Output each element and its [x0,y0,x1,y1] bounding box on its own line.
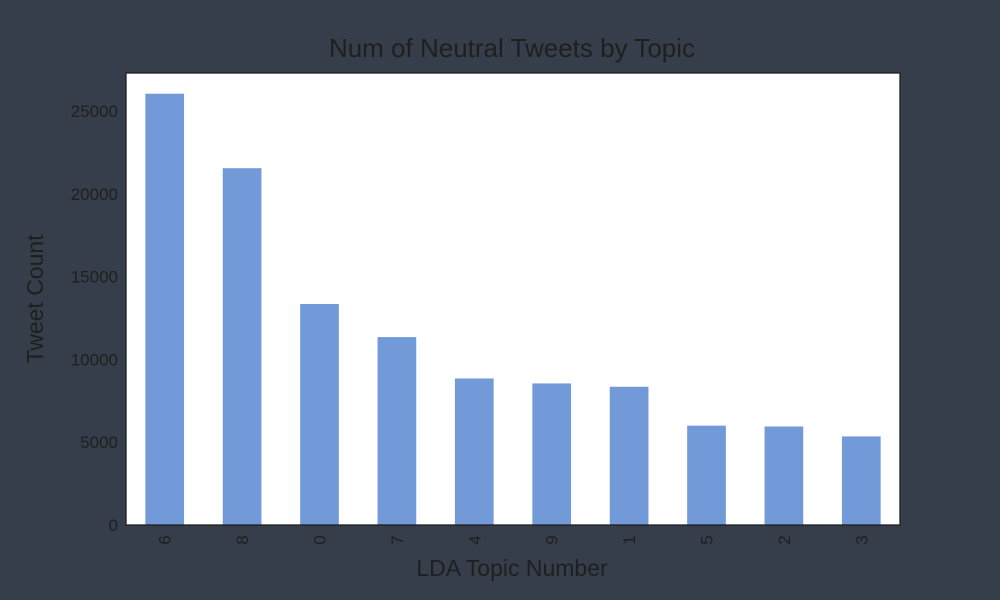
bar-topic-3 [841,436,881,525]
x-tick-label: 7 [388,535,407,544]
x-tick-label: 0 [311,535,330,544]
x-tick-label: 1 [620,535,639,544]
bar-topic-7 [377,337,417,525]
x-tick-label: 5 [698,535,717,544]
x-axis-label: LDA Topic Number [416,555,608,581]
bar-topic-0 [300,303,339,525]
chart-title: Num of Neutral Tweets by Topic [329,33,695,63]
y-tick-label: 15000 [71,268,118,287]
bar-topic-6 [145,93,185,525]
x-tick-label: 6 [156,535,175,544]
bar-topic-1 [609,386,649,525]
y-tick-label: 25000 [71,102,118,121]
x-tick-label: 3 [852,535,871,544]
bar-topic-2 [764,426,804,525]
bars-group [145,93,881,525]
y-tick-label: 20000 [71,185,118,204]
bar-topic-9 [532,383,572,525]
y-tick-label: 5000 [80,433,118,452]
x-tick-label: 9 [543,535,562,544]
x-tick-label: 8 [233,535,252,544]
y-tick-label: 10000 [71,350,118,369]
bar-topic-5 [687,425,726,525]
y-axis-ticks: 0 5000 10000 15000 20000 25000 [71,102,118,535]
bar-topic-8 [222,168,262,525]
x-tick-label: 2 [775,535,794,544]
y-axis-label: Tweet Count [22,234,48,364]
y-tick-label: 0 [109,516,118,535]
bar-topic-4 [454,378,494,525]
x-tick-label: 4 [465,535,484,544]
x-axis-ticks: 6 8 0 7 4 9 1 5 2 3 [156,535,872,544]
plot-frame [125,72,901,526]
